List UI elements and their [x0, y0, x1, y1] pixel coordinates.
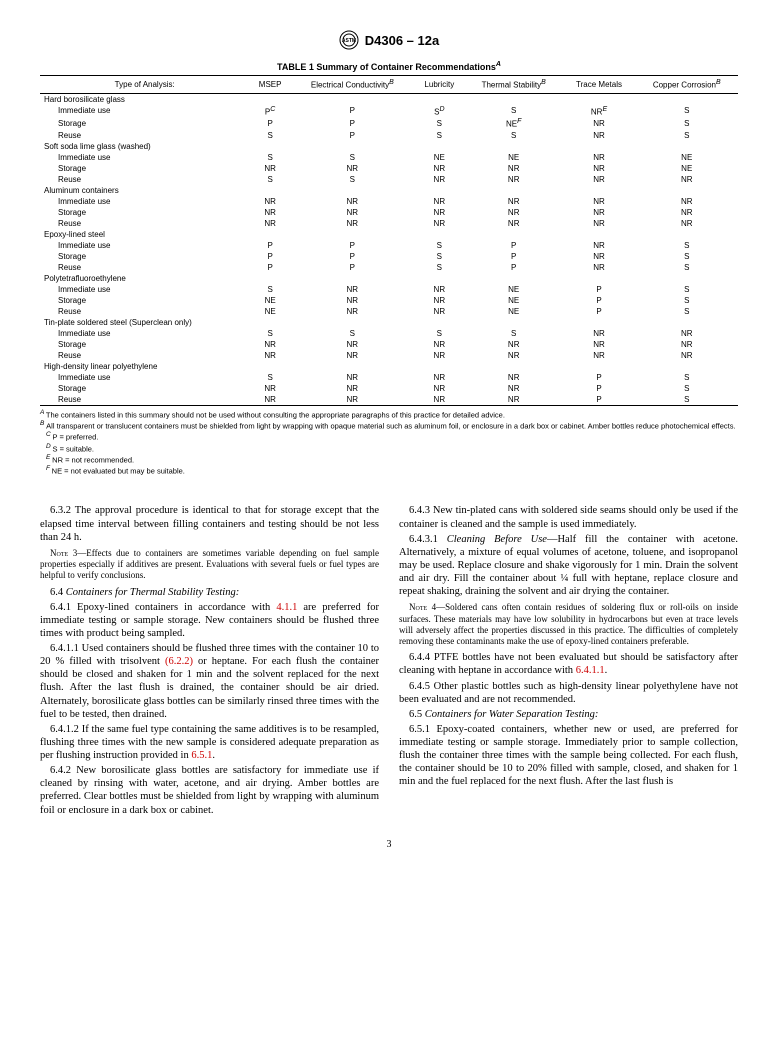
col-header: Type of Analysis: — [40, 76, 249, 94]
table-row: ReuseSPSSNRS — [40, 130, 738, 141]
table-row: StorageNRNRNRNRNRNR — [40, 207, 738, 218]
xref-6.2.2[interactable]: (6.2.2) — [165, 656, 193, 667]
page-number: 3 — [40, 839, 738, 850]
para-6.4.2: 6.4.2 New borosilicate glass bottles are… — [40, 764, 379, 817]
left-column: 6.3.2 The approval procedure is identica… — [40, 504, 379, 818]
para-6.4.5: 6.4.5 Other plastic bottles such as high… — [399, 680, 738, 706]
col-header: Lubricity — [414, 76, 465, 94]
footnote: A The containers listed in this summary … — [40, 409, 738, 420]
table-row: StorageNRNRNRNRPS — [40, 383, 738, 394]
para-6.4.1: 6.4.1 Epoxy-lined containers in accordan… — [40, 601, 379, 640]
table-row: Immediate useSNRNRNRPS — [40, 372, 738, 383]
table-row: ReuseNRNRNRNRNRNR — [40, 218, 738, 229]
table-group-row: Epoxy-lined steel — [40, 229, 738, 240]
col-header: Copper CorrosionB — [635, 76, 738, 94]
table-row: Immediate usePPSPNRS — [40, 240, 738, 251]
table-footnotes: A The containers listed in this summary … — [40, 409, 738, 477]
section-6.5: 6.5 Containers for Water Separation Test… — [399, 708, 738, 721]
table-group-row: High-density linear polyethylene — [40, 361, 738, 372]
table-row: ReuseNENRNRNEPS — [40, 306, 738, 317]
para-6.4.3: 6.4.3 New tin-plated cans with soldered … — [399, 504, 738, 530]
para-6.4.3.1: 6.4.3.1 Cleaning Before Use—Half fill th… — [399, 533, 738, 599]
footnote: C P = preferred. — [40, 431, 738, 442]
body-columns: 6.3.2 The approval procedure is identica… — [40, 504, 738, 818]
table-row: Immediate usePCPSDSNRES — [40, 105, 738, 118]
footnote: F NE = not evaluated but may be suitable… — [40, 465, 738, 476]
doc-id: D4306 – 12a — [365, 33, 439, 48]
xref-4.1.1[interactable]: 4.1.1 — [276, 602, 297, 613]
table-group-row: Tin-plate soldered steel (Superclean onl… — [40, 317, 738, 328]
table-row: Immediate useSSSSNRNR — [40, 328, 738, 339]
table-group-row: Polytetrafluoroethylene — [40, 273, 738, 284]
table-row: Immediate useNRNRNRNRNRNR — [40, 196, 738, 207]
table-title: TABLE 1 Summary of Container Recommendat… — [40, 61, 738, 72]
table-group-row: Hard borosilicate glass — [40, 93, 738, 105]
para-6.4.4: 6.4.4 PTFE bottles have not been evaluat… — [399, 651, 738, 677]
footnote: D S = suitable. — [40, 443, 738, 454]
section-6.4: 6.4 Containers for Thermal Stability Tes… — [40, 586, 379, 599]
svg-text:ASTM: ASTM — [342, 38, 356, 44]
table-row: Immediate useSSNENENRNE — [40, 152, 738, 163]
col-header: Trace Metals — [563, 76, 636, 94]
col-header: MSEP — [249, 76, 290, 94]
footnote: E NR = not recommended. — [40, 454, 738, 465]
xref-6.5.1[interactable]: 6.5.1 — [191, 750, 212, 761]
table-row: StoragePPSPNRS — [40, 251, 738, 262]
table-row: ReusePPSPNRS — [40, 262, 738, 273]
para-6.3.2: 6.3.2 The approval procedure is identica… — [40, 504, 379, 543]
table-row: ReuseNRNRNRNRPS — [40, 394, 738, 406]
para-6.4.1.2: 6.4.1.2 If the same fuel type containing… — [40, 723, 379, 762]
right-column: 6.4.3 New tin-plated cans with soldered … — [399, 504, 738, 818]
footnote: B All transparent or translucent contain… — [40, 420, 738, 431]
col-header: Electrical ConductivityB — [291, 76, 414, 94]
table-row: Immediate useSNRNRNEPS — [40, 284, 738, 295]
xref-6.4.1.1[interactable]: 6.4.1.1 — [576, 665, 605, 676]
table-group-row: Aluminum containers — [40, 185, 738, 196]
table-row: StoragePPSNEFNRS — [40, 117, 738, 130]
para-6.4.1.1: 6.4.1.1 Used containers should be flushe… — [40, 642, 379, 721]
doc-header: ASTM D4306 – 12a — [40, 30, 738, 53]
col-header: Thermal StabilityB — [465, 76, 563, 94]
table-group-row: Soft soda lime glass (washed) — [40, 141, 738, 152]
table-row: ReuseSSNRNRNRNR — [40, 174, 738, 185]
recommendations-table: Type of Analysis:MSEPElectrical Conducti… — [40, 75, 738, 406]
table-row: StorageNRNRNRNRNRNR — [40, 339, 738, 350]
astm-logo-icon: ASTM — [339, 30, 359, 53]
note-4: Note 4—Soldered cans often contain resid… — [399, 602, 738, 647]
table-row: StorageNENRNRNEPS — [40, 295, 738, 306]
table-row: StorageNRNRNRNRNRNE — [40, 163, 738, 174]
note-3: Note 3—Effects due to containers are som… — [40, 548, 379, 582]
para-6.5.1: 6.5.1 Epoxy-coated containers, whether n… — [399, 723, 738, 789]
table-row: ReuseNRNRNRNRNRNR — [40, 350, 738, 361]
